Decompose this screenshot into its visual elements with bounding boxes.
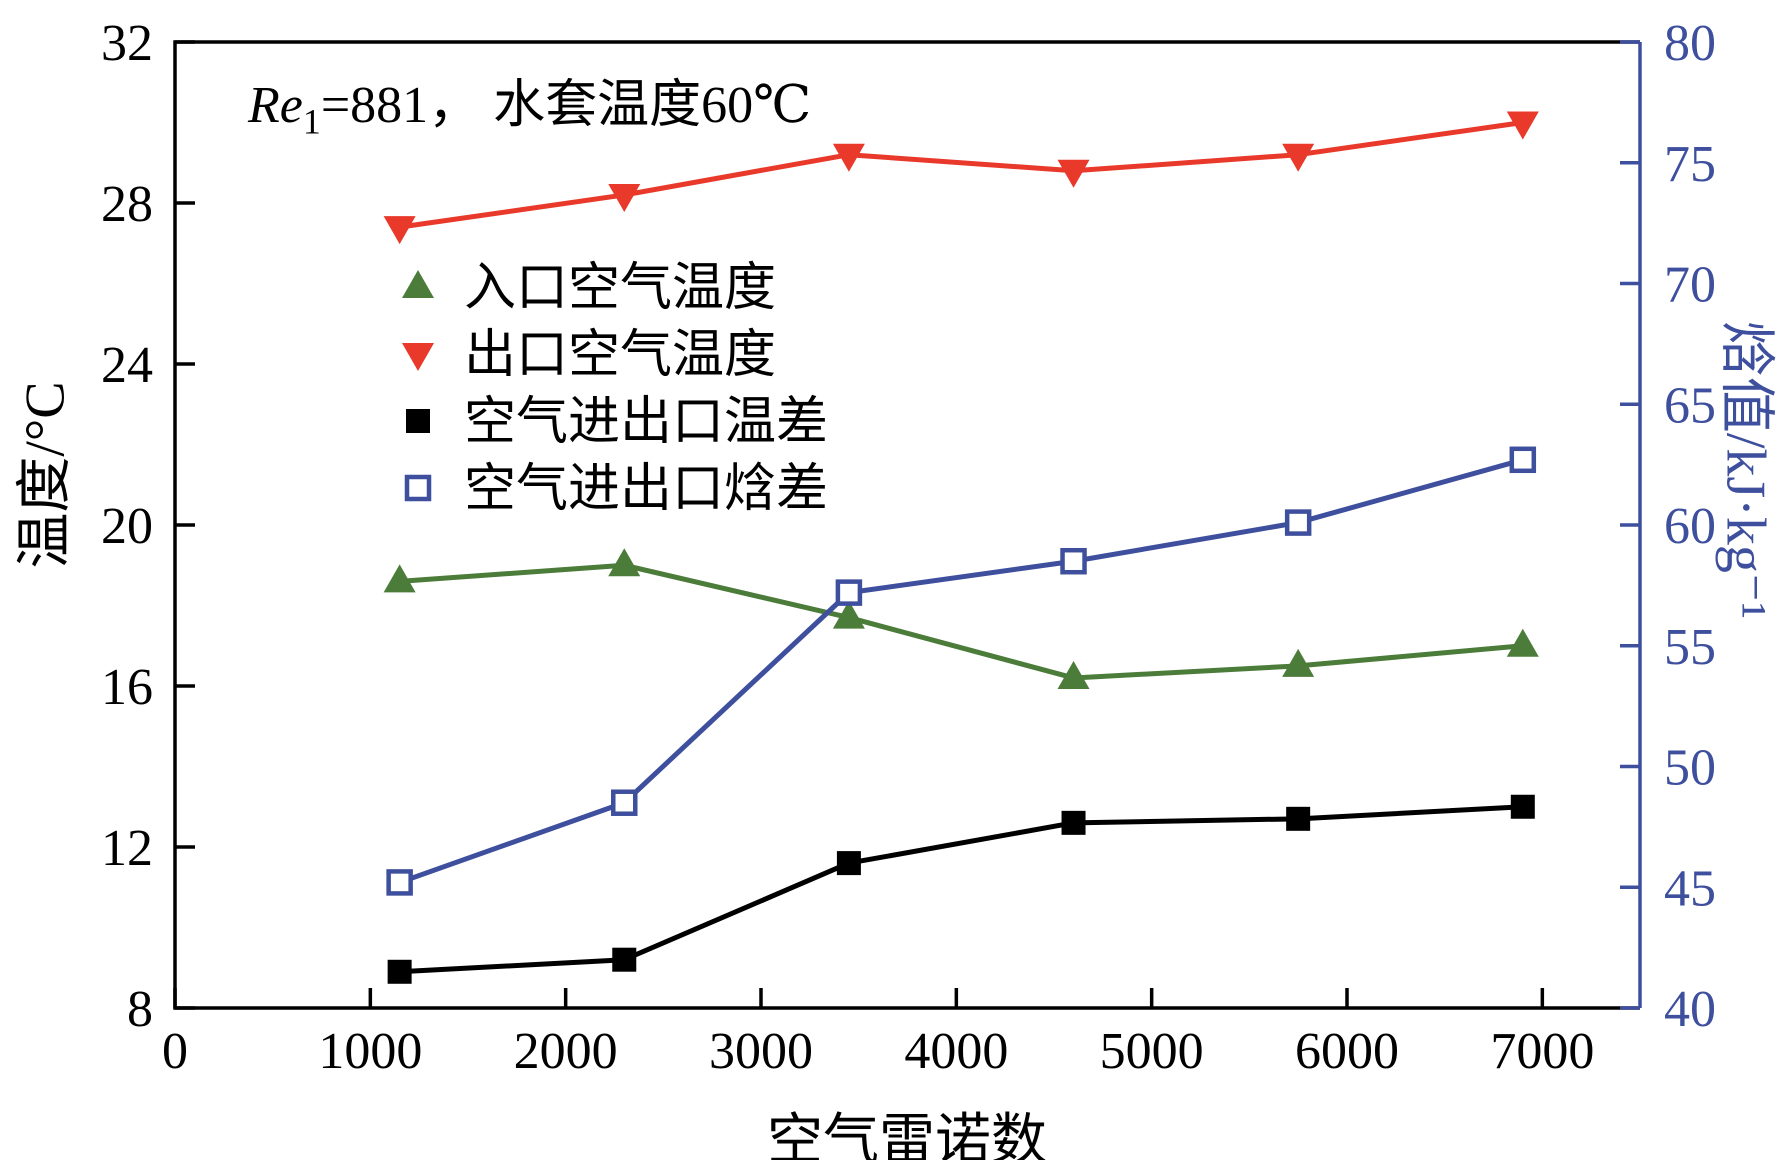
series-marker-air-inlet-outlet-enthalpy-difference bbox=[1284, 509, 1312, 536]
left-y-tick-label: 16 bbox=[101, 659, 153, 716]
series-marker-outlet-air-temperature bbox=[383, 216, 416, 245]
legend-label-inlet-air-temperature: 入口空气温度 bbox=[464, 260, 776, 317]
left-y-tick-label: 32 bbox=[101, 15, 153, 72]
x-tick-label: 6000 bbox=[1295, 1023, 1399, 1080]
x-tick-label: 7000 bbox=[1490, 1023, 1594, 1080]
series-marker-inlet-air-temperature bbox=[383, 564, 416, 593]
series-line-inlet-air-temperature bbox=[397, 562, 1526, 681]
right-y-tick-label: 45 bbox=[1664, 860, 1716, 917]
x-tick-label: 1000 bbox=[318, 1023, 422, 1080]
series-marker-inlet-air-temperature bbox=[608, 548, 641, 577]
annotation-re: Re bbox=[248, 77, 303, 134]
left-y-tick-label: 20 bbox=[101, 498, 153, 555]
right-y-tick-label: 60 bbox=[1664, 498, 1716, 555]
legend-marker-outlet-air-temperature bbox=[402, 343, 434, 371]
series-marker-inlet-air-temperature bbox=[832, 600, 865, 629]
series-marker-outlet-air-temperature bbox=[1282, 143, 1315, 172]
legend-label-air-inlet-outlet-temp-difference: 空气进出口温差 bbox=[464, 394, 828, 451]
annotation-rest: =881， 水套温度60℃ bbox=[320, 77, 812, 134]
series-marker-inlet-air-temperature bbox=[1057, 660, 1090, 689]
series-line-air-inlet-outlet-temp-difference bbox=[397, 804, 1526, 975]
series-marker-air-inlet-outlet-temp-difference bbox=[1286, 806, 1311, 831]
legend-marker-air-inlet-outlet-enthalpy-difference bbox=[404, 474, 432, 502]
series-marker-outlet-air-temperature bbox=[608, 183, 641, 212]
x-tick-label: 0 bbox=[162, 1023, 188, 1080]
series-marker-outlet-air-temperature bbox=[832, 143, 865, 172]
series-marker-inlet-air-temperature bbox=[1282, 648, 1315, 677]
left-y-tick-label: 24 bbox=[101, 337, 153, 394]
series-marker-outlet-air-temperature bbox=[1506, 111, 1539, 140]
x-tick-label: 2000 bbox=[514, 1023, 618, 1080]
x-tick-label: 3000 bbox=[709, 1023, 813, 1080]
series-marker-air-inlet-outlet-temp-difference bbox=[836, 851, 861, 876]
legend-marker-air-inlet-outlet-temp-difference bbox=[406, 409, 430, 433]
annotation-text: Re1=881， 水套温度60℃ bbox=[248, 62, 811, 142]
right-y-tick-label: 55 bbox=[1664, 619, 1716, 676]
series-marker-air-inlet-outlet-temp-difference bbox=[612, 947, 637, 972]
right-axis-title: 焓值/kJ·kg⁻¹ bbox=[1714, 320, 1777, 620]
series-marker-air-inlet-outlet-temp-difference bbox=[1510, 794, 1535, 819]
left-y-tick-label: 12 bbox=[101, 820, 153, 877]
right-y-tick-label: 70 bbox=[1664, 257, 1716, 314]
x-axis-title: 空气雷诺数 bbox=[767, 1110, 1047, 1160]
series-line-air-inlet-outlet-enthalpy-difference bbox=[397, 457, 1526, 885]
series-outlet-air-temperature bbox=[383, 111, 1539, 245]
legend-marker-inlet-air-temperature bbox=[402, 270, 434, 298]
right-y-tick-label: 40 bbox=[1664, 981, 1716, 1038]
x-tick-label: 4000 bbox=[904, 1023, 1008, 1080]
x-tick-label: 5000 bbox=[1100, 1023, 1204, 1080]
legend-label-air-inlet-outlet-enthalpy-difference: 空气进出口焓差 bbox=[464, 461, 828, 518]
left-y-tick-label: 8 bbox=[127, 981, 153, 1038]
series-line-outlet-air-temperature bbox=[397, 120, 1526, 230]
series-marker-air-inlet-outlet-enthalpy-difference bbox=[611, 789, 638, 816]
series-marker-air-inlet-outlet-temp-difference bbox=[1061, 810, 1086, 835]
right-y-tick-label: 75 bbox=[1664, 136, 1716, 193]
series-inlet-air-temperature bbox=[383, 548, 1539, 689]
series-air-inlet-outlet-enthalpy-difference bbox=[386, 446, 1537, 896]
series-marker-outlet-air-temperature bbox=[1057, 159, 1090, 188]
series-air-inlet-outlet-temp-difference bbox=[387, 794, 1535, 984]
left-axis-title: 温度/°C bbox=[14, 381, 77, 569]
right-y-tick-label: 80 bbox=[1664, 15, 1716, 72]
annotation-re-subscript: 1 bbox=[302, 101, 321, 142]
series-marker-air-inlet-outlet-enthalpy-difference bbox=[1060, 547, 1087, 575]
series-marker-air-inlet-outlet-enthalpy-difference bbox=[835, 579, 863, 606]
series-marker-air-inlet-outlet-enthalpy-difference bbox=[1509, 446, 1537, 474]
plot-frame bbox=[173, 40, 1640, 1010]
series-marker-inlet-air-temperature bbox=[1506, 628, 1539, 657]
right-y-tick-label: 50 bbox=[1664, 740, 1716, 797]
legend-label-outlet-air-temperature: 出口空气温度 bbox=[464, 327, 776, 384]
series-marker-air-inlet-outlet-temp-difference bbox=[387, 959, 412, 984]
right-y-tick-label: 65 bbox=[1664, 377, 1716, 434]
left-y-tick-label: 28 bbox=[101, 176, 153, 233]
series-marker-air-inlet-outlet-enthalpy-difference bbox=[386, 869, 413, 896]
